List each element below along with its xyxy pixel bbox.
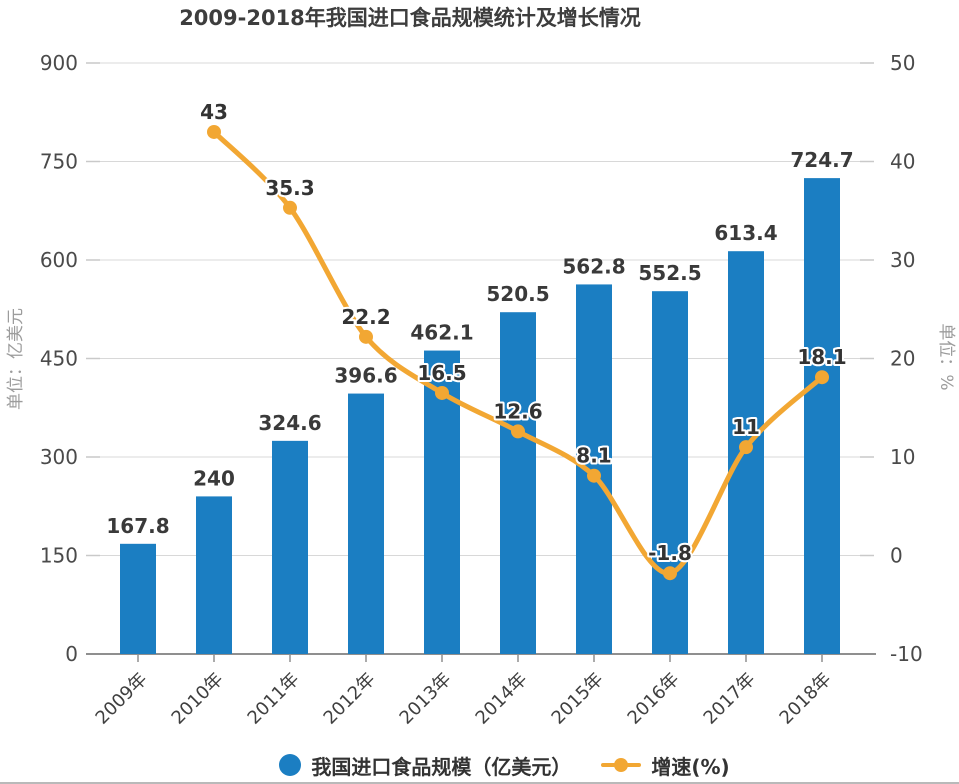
legend-label-import-scale: 我国进口食品规模（亿美元）: [311, 754, 572, 779]
bar-value-label: 520.5: [486, 282, 549, 306]
x-axis-tick-label: 2013年: [396, 669, 456, 729]
x-axis-tick-label: 2014年: [472, 669, 532, 729]
x-axis-tick-label: 2012年: [320, 669, 380, 729]
legend-item-growth-rate[interactable]: 增速(%): [601, 751, 730, 780]
bar: [804, 178, 840, 655]
line-value-label: 8.1: [576, 444, 611, 468]
bar: [348, 393, 384, 654]
left-axis-tick-label: 0: [65, 642, 78, 666]
line-point: [359, 329, 373, 344]
line-value-label: 11: [732, 415, 760, 439]
x-axis-tick-label: 2009年: [92, 669, 152, 729]
line-point: [587, 468, 601, 483]
bar: [652, 291, 688, 654]
right-axis-name: 单位：%: [936, 323, 956, 390]
line-point: [435, 385, 449, 400]
left-axis-tick-label: 750: [40, 150, 78, 174]
x-axis-tick-label: 2011年: [244, 669, 304, 729]
legend-item-import-scale[interactable]: 我国进口食品规模（亿美元）: [279, 751, 571, 780]
bar-value-label: 324.6: [258, 411, 321, 435]
x-axis-tick-label: 2015年: [548, 669, 608, 729]
bar-value-label: 396.6: [334, 364, 397, 388]
left-axis-tick-label: 450: [40, 347, 78, 371]
bar-series-swatch-icon: [279, 754, 302, 776]
x-axis-tick-label: 2016年: [624, 669, 684, 729]
line-value-label: 35.3: [265, 176, 314, 200]
x-axis-tick-label: 2018年: [776, 669, 836, 729]
line-point: [739, 440, 753, 455]
chart-title: 2009-2018年我国进口食品规模统计及增长情况: [179, 6, 641, 30]
line-point: [207, 124, 221, 139]
bar-value-label: 240: [193, 466, 235, 490]
bar-value-label: 552.5: [638, 261, 701, 285]
legend-label-growth-rate: 增速(%): [651, 754, 730, 779]
x-axis-tick-label: 2010年: [168, 669, 228, 729]
right-axis-tick-label: 30: [890, 248, 915, 272]
right-axis-tick-label: 0: [890, 544, 903, 568]
line-point: [283, 200, 297, 215]
line-value-label: 16.5: [417, 361, 466, 385]
right-axis-tick-label: 20: [890, 347, 915, 371]
line-point: [511, 424, 525, 439]
left-axis-name: 单位：亿美元: [6, 308, 26, 410]
bar-value-label: 167.8: [106, 514, 169, 538]
line-value-label: 43: [200, 100, 228, 124]
bar: [120, 543, 156, 654]
left-axis-tick-label: 900: [40, 51, 78, 75]
line-point: [815, 370, 829, 385]
bar-value-label: 562.8: [562, 254, 625, 278]
chart-legend: 我国进口食品规模（亿美元） 增速(%): [25, 746, 959, 784]
line-series-swatch-icon: [601, 758, 642, 772]
right-axis-tick-label: 50: [890, 51, 915, 75]
bar-value-label: 724.7: [790, 148, 853, 172]
bar: [500, 312, 536, 654]
line-value-label: 18.1: [797, 345, 846, 369]
right-axis-tick-label: 10: [890, 445, 915, 469]
chart-plot-area: 900 50 750 40 600 30 450 20 300 10 150 0 0 -10 167.8 20…: [6, 6, 956, 729]
right-axis-tick-label: -10: [890, 642, 923, 666]
line-value-label: -1.8: [648, 541, 692, 565]
bar: [196, 496, 232, 654]
right-axis-tick-label: 40: [890, 150, 915, 174]
line-point: [663, 566, 677, 581]
left-axis-tick-label: 150: [40, 544, 78, 568]
bar: [272, 440, 308, 654]
line-value-label: 12.6: [493, 399, 542, 423]
x-axis-tick-label: 2017年: [700, 669, 760, 729]
left-axis-tick-label: 300: [40, 445, 78, 469]
bottom-divider: [0, 782, 959, 784]
bar-value-label: 462.1: [410, 321, 473, 345]
left-axis-tick-label: 600: [40, 248, 78, 272]
bar-value-label: 613.4: [714, 221, 777, 245]
line-value-label: 22.2: [341, 305, 390, 329]
